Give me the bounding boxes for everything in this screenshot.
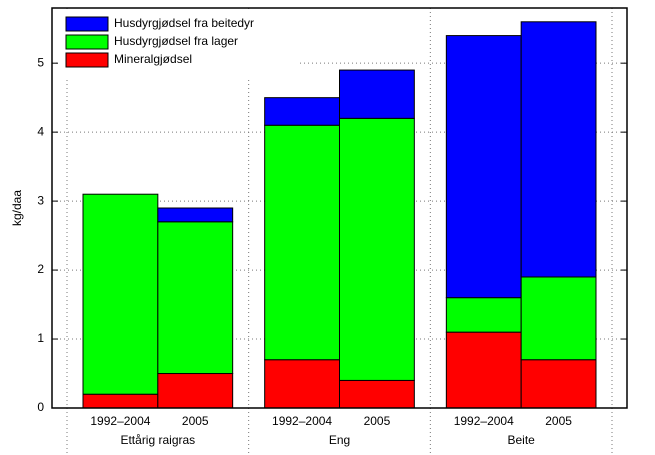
legend-swatch <box>65 52 109 68</box>
y-tick-label: 2 <box>37 262 44 276</box>
bar-segment <box>445 331 522 409</box>
bar-segment <box>157 373 234 409</box>
bar-segment <box>520 21 597 278</box>
legend-label: Husdyrgjødsel fra beitedyr <box>114 16 254 30</box>
group-label: Eng <box>329 433 350 447</box>
bar-segment <box>339 117 415 381</box>
y-tick-label: 3 <box>37 193 44 207</box>
legend-swatch <box>65 16 109 32</box>
y-tick-label: 1 <box>37 331 44 345</box>
bar-segment <box>82 393 159 409</box>
legend-label: Husdyrgjødsel fra lager <box>114 34 238 48</box>
bar-segment <box>157 221 234 375</box>
y-axis-label: kg/daa <box>10 190 24 226</box>
x-tick-label: 1992–2004 <box>272 414 332 428</box>
x-tick-label: 2005 <box>364 414 391 428</box>
y-tick-label: 5 <box>37 55 44 69</box>
bar-segment <box>445 297 522 333</box>
x-tick-label: 1992–2004 <box>454 414 514 428</box>
x-tick-label: 2005 <box>182 414 209 428</box>
x-tick-label: 2005 <box>545 414 572 428</box>
legend-label: Mineralgjødsel <box>114 52 192 66</box>
bar-segment <box>264 97 340 126</box>
bar-segment <box>157 207 234 223</box>
group-label: Ettårig raigras <box>120 433 195 447</box>
bar-segment <box>339 69 415 119</box>
y-tick-label: 4 <box>37 124 44 138</box>
bar-segment <box>520 359 597 409</box>
group-label: Beite <box>507 433 535 447</box>
bar-segment <box>82 193 159 395</box>
bar-segment <box>264 124 340 361</box>
y-tick-label: 0 <box>37 400 44 414</box>
bar-segment <box>339 379 415 409</box>
plot-frame <box>51 7 628 409</box>
x-tick-label: 1992–2004 <box>90 414 150 428</box>
legend-swatch <box>65 34 109 50</box>
bar-segment <box>445 35 522 299</box>
bar-segment <box>264 359 340 409</box>
bar-segment <box>520 276 597 361</box>
